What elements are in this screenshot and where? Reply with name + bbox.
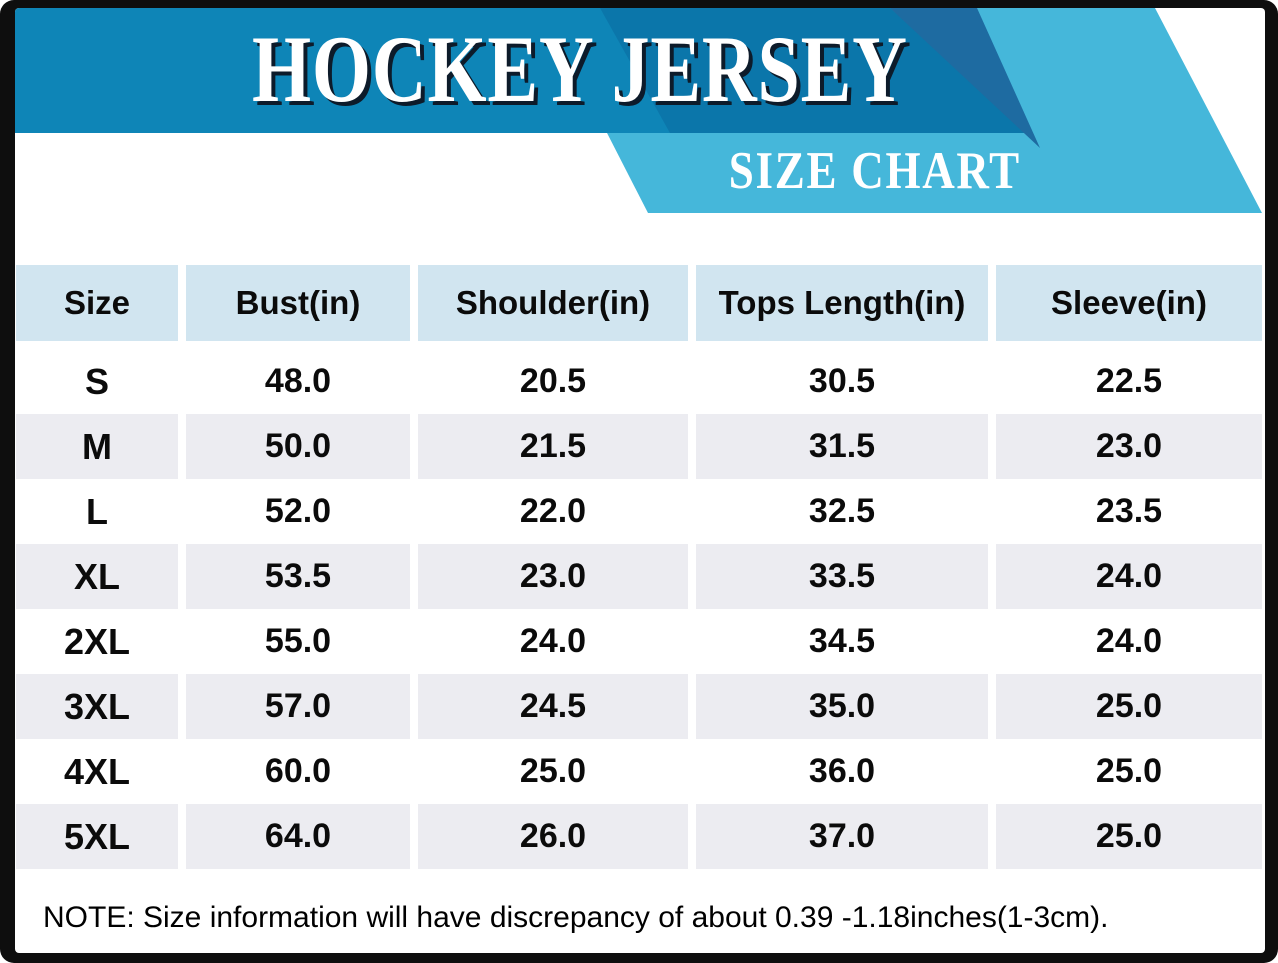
measurement-cell: 24.0 — [996, 544, 1262, 609]
size-label-cell: 2XL — [16, 609, 178, 674]
size-label-cell: M — [16, 414, 178, 479]
page-subtitle-text: SIZE CHART — [728, 142, 1022, 200]
measurement-cell: 32.5 — [696, 479, 988, 544]
measurement-cell: 20.5 — [418, 349, 688, 414]
page-title: HOCKEY JERSEY — [80, 8, 1080, 133]
measurement-cell: 25.0 — [996, 674, 1262, 739]
measurement-cell: 50.0 — [186, 414, 410, 479]
column-header: Bust(in) — [186, 265, 410, 341]
measurement-cell: 25.0 — [418, 739, 688, 804]
measurement-cell: 21.5 — [418, 414, 688, 479]
measurement-cell: 55.0 — [186, 609, 410, 674]
measurement-cell: 52.0 — [186, 479, 410, 544]
content-area: HOCKEY JERSEY SIZE CHART Size Bust(in) Sho… — [15, 8, 1265, 953]
measurement-cell: 26.0 — [418, 804, 688, 869]
column-header: Shoulder(in) — [418, 265, 688, 341]
measurement-cell: 22.5 — [996, 349, 1262, 414]
measurement-cell: 30.5 — [696, 349, 988, 414]
measurement-cell: 24.5 — [418, 674, 688, 739]
measurement-cell: 57.0 — [186, 674, 410, 739]
measurement-cell: 24.0 — [996, 609, 1262, 674]
column-header: Tops Length(in) — [696, 265, 988, 341]
size-label-cell: 4XL — [16, 739, 178, 804]
size-label-cell: XL — [16, 544, 178, 609]
column-header: Size — [16, 265, 178, 341]
column-header: Sleeve(in) — [996, 265, 1262, 341]
size-label-cell: L — [16, 479, 178, 544]
measurement-cell: 25.0 — [996, 804, 1262, 869]
size-table-header: Size Bust(in) Shoulder(in) Tops Length(in) S… — [16, 265, 1264, 341]
measurement-cell: 23.0 — [996, 414, 1262, 479]
measurement-cell: 60.0 — [186, 739, 410, 804]
measurement-cell: 23.0 — [418, 544, 688, 609]
page-subtitle: SIZE CHART — [615, 133, 1135, 213]
measurement-cell: 33.5 — [696, 544, 988, 609]
measurement-cell: 53.5 — [186, 544, 410, 609]
measurement-cell: 64.0 — [186, 804, 410, 869]
measurement-cell: 35.0 — [696, 674, 988, 739]
measurement-cell: 31.5 — [696, 414, 988, 479]
measurement-cell: 22.0 — [418, 479, 688, 544]
measurement-cell: 24.0 — [418, 609, 688, 674]
page-title-text: HOCKEY JERSEY — [252, 16, 908, 122]
measurement-cell: 23.5 — [996, 479, 1262, 544]
measurement-cell: 25.0 — [996, 739, 1262, 804]
size-table-body: S 48.0 20.5 30.5 22.5 M 50.0 21.5 31.5 23.0 L 52.0 2… — [16, 349, 1264, 869]
measurement-cell: 34.5 — [696, 609, 988, 674]
size-label-cell: 3XL — [16, 674, 178, 739]
measurement-cell: 48.0 — [186, 349, 410, 414]
size-label-cell: S — [16, 349, 178, 414]
size-note: NOTE: Size information will have discrep… — [43, 901, 1109, 934]
measurement-cell: 37.0 — [696, 804, 988, 869]
measurement-cell: 36.0 — [696, 739, 988, 804]
size-label-cell: 5XL — [16, 804, 178, 869]
